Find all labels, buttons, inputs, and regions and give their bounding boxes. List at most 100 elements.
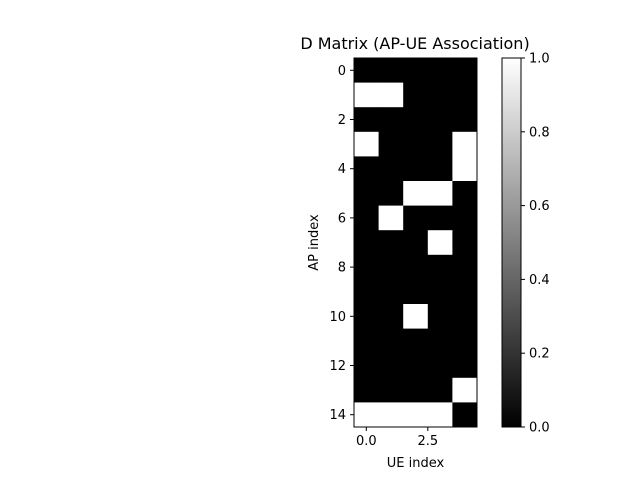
heatmap-cell bbox=[427, 156, 453, 182]
y-tick-label: 2 bbox=[338, 113, 346, 128]
y-tick-label: 8 bbox=[338, 261, 346, 276]
heatmap-cell bbox=[452, 377, 478, 403]
colorbar-tick-label: 0.2 bbox=[529, 347, 550, 362]
heatmap-cell bbox=[403, 304, 429, 329]
x-tick-label: 0.0 bbox=[356, 434, 377, 449]
heatmap-cell bbox=[354, 328, 379, 354]
heatmap-cell bbox=[452, 82, 478, 108]
heatmap-cell bbox=[378, 107, 404, 133]
heatmap-cell bbox=[403, 82, 429, 108]
heatmap-cell bbox=[427, 107, 453, 133]
heatmap-cell bbox=[403, 377, 429, 403]
heatmap-cell bbox=[378, 279, 404, 305]
heatmap-cell bbox=[354, 254, 379, 280]
heatmap-cell bbox=[354, 58, 379, 83]
colorbar-tick-label: 0.4 bbox=[529, 273, 550, 288]
heatmap-cell bbox=[403, 402, 429, 428]
heatmap-cell bbox=[354, 230, 379, 256]
heatmap-cell bbox=[354, 107, 379, 133]
heatmap-cell bbox=[452, 181, 478, 206]
heatmap-cell bbox=[427, 131, 453, 157]
y-tick-label: 10 bbox=[329, 310, 346, 325]
heatmap-cell bbox=[378, 156, 404, 182]
y-tick-label: 0 bbox=[338, 64, 346, 79]
heatmap-cell bbox=[452, 230, 478, 256]
heatmap-cell bbox=[427, 254, 453, 280]
heatmap-cell bbox=[452, 304, 478, 329]
y-tick-label: 14 bbox=[329, 408, 346, 423]
heatmap-cell bbox=[427, 230, 453, 256]
heatmap-cell bbox=[403, 131, 429, 157]
heatmap-cell bbox=[403, 107, 429, 133]
chart-title: D Matrix (AP-UE Association) bbox=[300, 34, 529, 53]
heatmap-cell bbox=[378, 328, 404, 354]
heatmap-cell bbox=[452, 402, 478, 428]
heatmap-cell bbox=[427, 304, 453, 329]
heatmap-cell bbox=[452, 279, 478, 305]
y-tick-label: 6 bbox=[338, 211, 346, 226]
heatmap-cell bbox=[354, 156, 379, 182]
heatmap-cell bbox=[378, 205, 404, 231]
heatmap-cell bbox=[354, 377, 379, 403]
heatmap-cell bbox=[378, 402, 404, 428]
plot-frame bbox=[353, 57, 478, 428]
heatmap-cell bbox=[427, 82, 453, 108]
heatmap-cell bbox=[378, 304, 404, 329]
y-axis: 0 2 4 6 8 10 12 14 bbox=[329, 64, 354, 423]
heatmap-cell bbox=[378, 230, 404, 256]
heatmap-cell bbox=[427, 328, 453, 354]
heatmap-cell bbox=[378, 82, 404, 108]
heatmap-cell bbox=[403, 328, 429, 354]
heatmap-cell bbox=[452, 156, 478, 182]
y-tick-label: 4 bbox=[338, 162, 346, 177]
heatmap-cell bbox=[378, 377, 404, 403]
heatmap-cell bbox=[452, 353, 478, 379]
heatmap-cell bbox=[427, 181, 453, 206]
heatmap-cell bbox=[354, 402, 379, 428]
heatmap-cell bbox=[427, 279, 453, 305]
heatmap-cell bbox=[378, 181, 404, 206]
colorbar-tick-label: 0.8 bbox=[529, 125, 550, 140]
colorbar-tick-label: 1.0 bbox=[529, 52, 550, 67]
heatmap-cell bbox=[378, 131, 404, 157]
heatmap-cell bbox=[427, 377, 453, 403]
heatmap-cell bbox=[354, 131, 379, 157]
heatmap-cell bbox=[403, 254, 429, 280]
heatmap-cell bbox=[354, 205, 379, 231]
heatmap-cells bbox=[354, 58, 478, 428]
heatmap-cell bbox=[403, 205, 429, 231]
y-tick-label: 12 bbox=[329, 359, 346, 374]
heatmap-cell bbox=[452, 254, 478, 280]
heatmap-cell bbox=[403, 230, 429, 256]
heatmap-cell bbox=[354, 181, 379, 206]
heatmap-cell bbox=[427, 353, 453, 379]
colorbar bbox=[501, 57, 522, 428]
heatmap-cell bbox=[378, 353, 404, 379]
heatmap-cell bbox=[452, 205, 478, 231]
heatmap-cell bbox=[403, 279, 429, 305]
heatmap-cell bbox=[452, 107, 478, 133]
colorbar-axis: 0.0 0.2 0.4 0.6 0.8 1.0 bbox=[521, 52, 550, 436]
heatmap-cell bbox=[427, 58, 453, 83]
heatmap-cell bbox=[354, 353, 379, 379]
heatmap-cell bbox=[403, 156, 429, 182]
colorbar-tick-label: 0.0 bbox=[529, 421, 550, 436]
heatmap-cell bbox=[427, 402, 453, 428]
heatmap-cell bbox=[452, 131, 478, 157]
x-axis: 0.0 2.5 bbox=[356, 427, 438, 449]
colorbar-tick-label: 0.6 bbox=[529, 199, 550, 214]
heatmap-cell bbox=[452, 328, 478, 354]
y-axis-label: AP index bbox=[307, 214, 322, 271]
heatmap-cell bbox=[403, 353, 429, 379]
heatmap-cell bbox=[403, 58, 429, 83]
x-axis-label: UE index bbox=[387, 456, 445, 471]
heatmap-cell bbox=[354, 82, 379, 108]
heatmap-cell bbox=[354, 304, 379, 329]
x-tick-label: 2.5 bbox=[417, 434, 438, 449]
heatmap-cell bbox=[403, 181, 429, 206]
heatmap-cell bbox=[378, 58, 404, 83]
heatmap-cell bbox=[354, 279, 379, 305]
heatmap-cell bbox=[452, 58, 478, 83]
